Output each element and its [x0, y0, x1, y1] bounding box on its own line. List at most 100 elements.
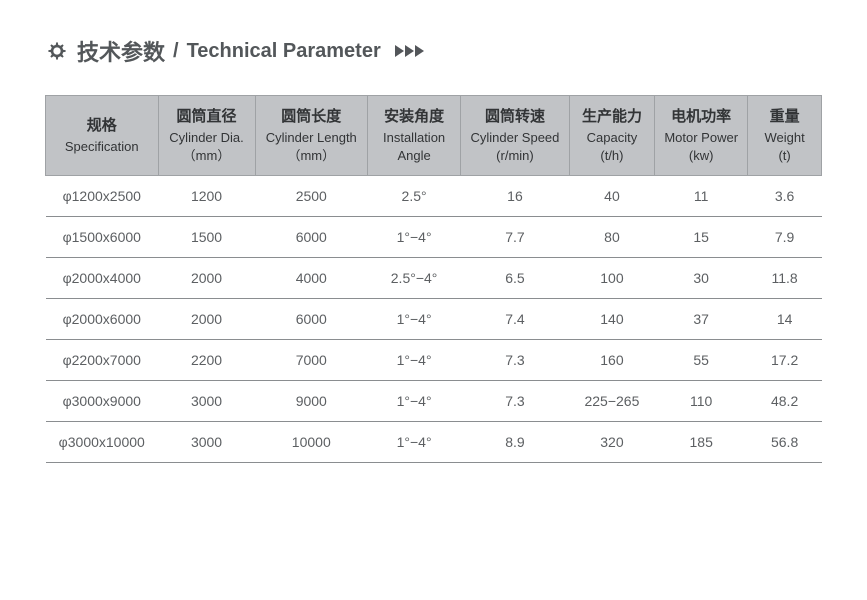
cell-power: 37 [655, 299, 748, 340]
cell-diameter: 3000 [158, 381, 255, 422]
header-cn: 圆筒长度 [260, 106, 364, 127]
cell-spec: φ1200x2500 [46, 176, 159, 217]
cell-spec: φ2000x4000 [46, 258, 159, 299]
cell-capacity: 140 [569, 299, 654, 340]
column-header-capacity: 生产能力 Capacity (t/h) [569, 96, 654, 176]
cell-length: 7000 [255, 340, 368, 381]
chevron-right-icon [405, 45, 414, 57]
cell-speed: 7.3 [461, 381, 570, 422]
cell-power: 185 [655, 422, 748, 463]
header-cn: 生产能力 [574, 106, 650, 127]
cell-speed: 7.4 [461, 299, 570, 340]
header-en: Weight [752, 129, 817, 147]
header-cn: 规格 [50, 115, 154, 136]
header-unit: (t) [752, 147, 817, 165]
header-unit: （mm） [260, 147, 364, 165]
header-unit: （mm） [163, 147, 251, 165]
title-separator: / [173, 40, 179, 63]
cell-spec: φ3000x10000 [46, 422, 159, 463]
cell-weight: 7.9 [748, 217, 822, 258]
cell-weight: 17.2 [748, 340, 822, 381]
cell-length: 4000 [255, 258, 368, 299]
arrow-icons [395, 45, 424, 57]
cell-spec: φ3000x9000 [46, 381, 159, 422]
cell-diameter: 2000 [158, 258, 255, 299]
title-english: Technical Parameter [187, 40, 381, 63]
table-header: 规格 Specification 圆筒直径 Cylinder Dia. （mm）… [46, 96, 822, 176]
cell-angle: 1°−4° [368, 217, 461, 258]
cell-speed: 7.3 [461, 340, 570, 381]
cell-angle: 1°−4° [368, 299, 461, 340]
cell-weight: 56.8 [748, 422, 822, 463]
header-cn: 圆筒直径 [163, 106, 251, 127]
cell-angle: 1°−4° [368, 422, 461, 463]
gear-icon [45, 39, 69, 63]
cell-weight: 11.8 [748, 258, 822, 299]
cell-speed: 8.9 [461, 422, 570, 463]
cell-speed: 16 [461, 176, 570, 217]
header-en: Specification [50, 138, 154, 156]
cell-angle: 2.5°−4° [368, 258, 461, 299]
specification-table: 规格 Specification 圆筒直径 Cylinder Dia. （mm）… [45, 95, 822, 463]
cell-length: 6000 [255, 299, 368, 340]
table-row: φ3000x9000 3000 9000 1°−4° 7.3 225−265 1… [46, 381, 822, 422]
cell-power: 30 [655, 258, 748, 299]
cell-power: 15 [655, 217, 748, 258]
header-cn: 电机功率 [659, 106, 743, 127]
cell-capacity: 225−265 [569, 381, 654, 422]
cell-power: 110 [655, 381, 748, 422]
table-body: φ1200x2500 1200 2500 2.5° 16 40 11 3.6 φ… [46, 176, 822, 463]
cell-diameter: 2200 [158, 340, 255, 381]
header-unit: (t/h) [574, 147, 650, 165]
header-unit: Angle [372, 147, 456, 165]
cell-capacity: 80 [569, 217, 654, 258]
header-cn: 安装角度 [372, 106, 456, 127]
header-en: Cylinder Dia. [163, 129, 251, 147]
cell-diameter: 3000 [158, 422, 255, 463]
cell-diameter: 1200 [158, 176, 255, 217]
header-en: Installation [372, 129, 456, 147]
cell-weight: 3.6 [748, 176, 822, 217]
table-row: φ2000x4000 2000 4000 2.5°−4° 6.5 100 30 … [46, 258, 822, 299]
page-container: 技术参数 / Technical Parameter 规格 Specificat… [0, 0, 867, 498]
cell-speed: 6.5 [461, 258, 570, 299]
column-header-angle: 安装角度 Installation Angle [368, 96, 461, 176]
column-header-speed: 圆筒转速 Cylinder Speed (r/min) [461, 96, 570, 176]
title-chinese: 技术参数 [77, 35, 165, 67]
table-row: φ2200x7000 2200 7000 1°−4° 7.3 160 55 17… [46, 340, 822, 381]
table-row: φ2000x6000 2000 6000 1°−4° 7.4 140 37 14 [46, 299, 822, 340]
table-row: φ1200x2500 1200 2500 2.5° 16 40 11 3.6 [46, 176, 822, 217]
section-title: 技术参数 / Technical Parameter [45, 35, 822, 67]
header-unit: (r/min) [465, 147, 565, 165]
cell-length: 2500 [255, 176, 368, 217]
cell-length: 9000 [255, 381, 368, 422]
header-cn: 重量 [752, 106, 817, 127]
cell-diameter: 1500 [158, 217, 255, 258]
cell-spec: φ2000x6000 [46, 299, 159, 340]
cell-angle: 1°−4° [368, 381, 461, 422]
cell-angle: 1°−4° [368, 340, 461, 381]
header-en: Motor Power [659, 129, 743, 147]
cell-power: 11 [655, 176, 748, 217]
cell-capacity: 160 [569, 340, 654, 381]
column-header-weight: 重量 Weight (t) [748, 96, 822, 176]
column-header-length: 圆筒长度 Cylinder Length （mm） [255, 96, 368, 176]
cell-length: 10000 [255, 422, 368, 463]
cell-diameter: 2000 [158, 299, 255, 340]
table-row: φ3000x10000 3000 10000 1°−4° 8.9 320 185… [46, 422, 822, 463]
cell-spec: φ1500x6000 [46, 217, 159, 258]
column-header-spec: 规格 Specification [46, 96, 159, 176]
cell-spec: φ2200x7000 [46, 340, 159, 381]
header-en: Cylinder Length [260, 129, 364, 147]
header-en: Cylinder Speed [465, 129, 565, 147]
header-cn: 圆筒转速 [465, 106, 565, 127]
cell-power: 55 [655, 340, 748, 381]
cell-capacity: 100 [569, 258, 654, 299]
cell-weight: 48.2 [748, 381, 822, 422]
header-en: Capacity [574, 129, 650, 147]
cell-angle: 2.5° [368, 176, 461, 217]
chevron-right-icon [415, 45, 424, 57]
cell-capacity: 320 [569, 422, 654, 463]
column-header-power: 电机功率 Motor Power (kw) [655, 96, 748, 176]
cell-length: 6000 [255, 217, 368, 258]
